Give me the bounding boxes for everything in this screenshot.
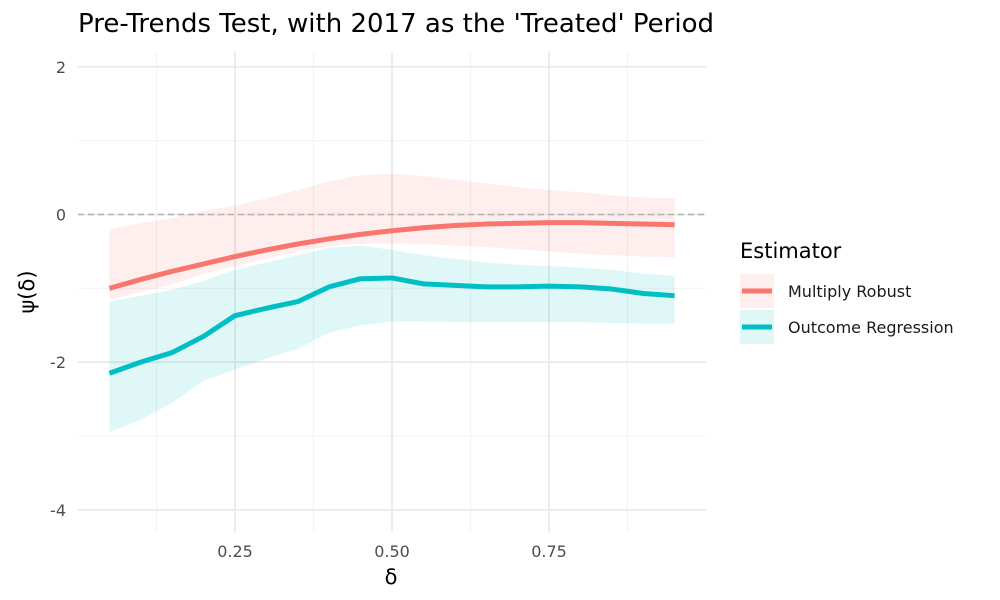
- x-axis-label: δ: [385, 565, 398, 589]
- y-tick-label: 0: [56, 205, 66, 224]
- y-tick-label: -4: [50, 501, 66, 520]
- legend: Estimator Multiply Robust Outcome Regress…: [740, 239, 954, 344]
- multiply-robust-confidence-band: [109, 173, 675, 300]
- legend-item-outcome-regression: Outcome Regression: [740, 310, 954, 344]
- legend-label: Multiply Robust: [788, 282, 911, 301]
- x-tick-label: 0.25: [217, 542, 253, 561]
- legend-item-multiply-robust: Multiply Robust: [740, 274, 911, 308]
- x-tick-label: 0.75: [531, 542, 567, 561]
- legend-items: Multiply Robust Outcome Regression: [740, 274, 954, 344]
- outcome-regression-confidence-band: [109, 245, 675, 433]
- chart-title: Pre-Trends Test, with 2017 as the 'Treat…: [78, 9, 714, 39]
- confidence-bands: [109, 173, 675, 433]
- legend-label: Outcome Regression: [788, 318, 954, 337]
- y-axis-label: ψ(δ): [15, 270, 39, 313]
- x-tick-label: 0.50: [374, 542, 410, 561]
- legend-title: Estimator: [740, 239, 842, 263]
- y-tick-label: -2: [50, 353, 66, 372]
- y-tick-label: 2: [56, 58, 66, 77]
- tick-labels: 0.25 0.50 0.75 2 0 -2 -4: [50, 58, 567, 561]
- outcome-regression-line: [108, 275, 675, 376]
- series-lines: [108, 220, 675, 376]
- multiply-robust-line: [108, 220, 675, 291]
